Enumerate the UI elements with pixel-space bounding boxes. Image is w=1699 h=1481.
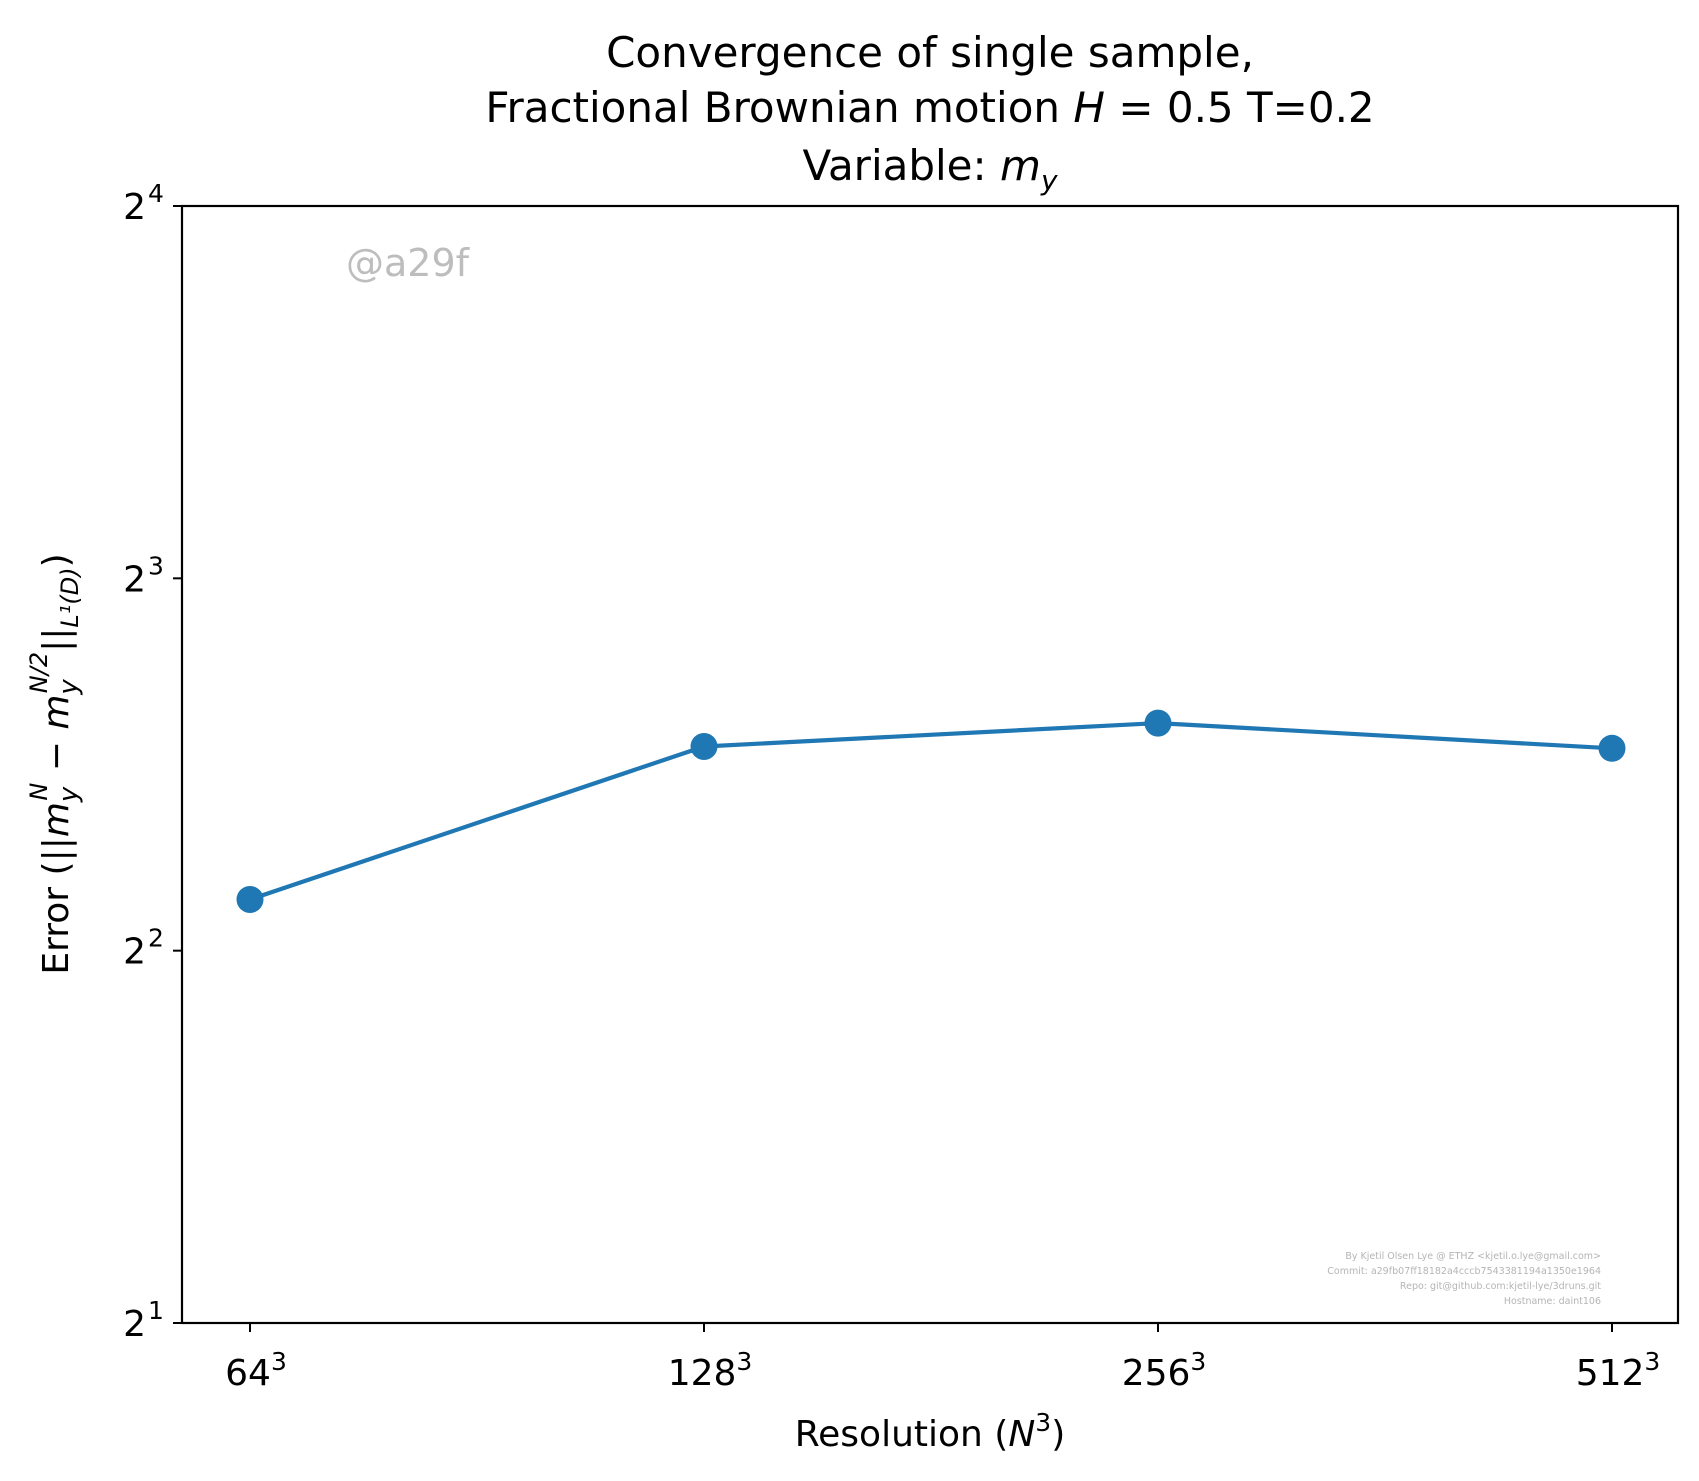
y-axis-ticks: 2 12 22 32 4 xyxy=(123,179,182,1345)
y-axis-label: Error (||myN − myN/2||L¹(D)) xyxy=(25,553,84,974)
x-tick-label: 2563 xyxy=(1122,1347,1207,1394)
data-point xyxy=(236,885,264,913)
y-tick-exponent: 1 xyxy=(148,1296,164,1325)
y-tick-label: 2 xyxy=(123,559,146,600)
credit-line-repo: Repo: git@github.com:kjetil-lye/3druns.g… xyxy=(1400,1281,1601,1292)
x-tick-label: 643 xyxy=(225,1347,287,1394)
credit-line-commit: Commit: a29fb07ff18182a4cccb7543381194a1… xyxy=(1327,1266,1601,1277)
data-point xyxy=(1598,734,1626,762)
credit-line-author: By Kjetil Olsen Lye @ ETHZ <kjetil.o.lye… xyxy=(1345,1251,1601,1262)
data-point xyxy=(690,732,718,760)
y-tick-exponent: 2 xyxy=(148,924,164,953)
chart-title-line3: Variable: my xyxy=(802,141,1057,197)
credit-line-hostname: Hostname: daint106 xyxy=(1504,1296,1601,1307)
plot-area-frame xyxy=(180,204,1680,1325)
watermark: @a29f xyxy=(346,241,471,285)
y-tick-label: 2 xyxy=(123,932,146,973)
x-axis-ticks: 643 1283 2563 5123 xyxy=(225,1323,1660,1394)
y-tick-label: 2 xyxy=(123,187,146,228)
credits-block: By Kjetil Olsen Lye @ ETHZ <kjetil.o.lye… xyxy=(1327,1251,1601,1307)
chart-title-line2: Fractional Brownian motion H = 0.5 T=0.2 xyxy=(485,83,1374,132)
x-tick-label: 1283 xyxy=(668,1347,753,1394)
y-tick-exponent: 4 xyxy=(148,179,164,208)
y-tick-label: 2 xyxy=(123,1304,146,1345)
series-group xyxy=(236,709,1626,913)
x-axis-label: Resolution (N3) xyxy=(795,1408,1065,1455)
series-line xyxy=(249,721,1613,902)
chart-title-line1: Convergence of single sample, xyxy=(606,28,1254,77)
y-tick-exponent: 3 xyxy=(148,551,164,580)
data-point xyxy=(1144,709,1172,737)
x-tick-label: 5123 xyxy=(1576,1347,1661,1394)
